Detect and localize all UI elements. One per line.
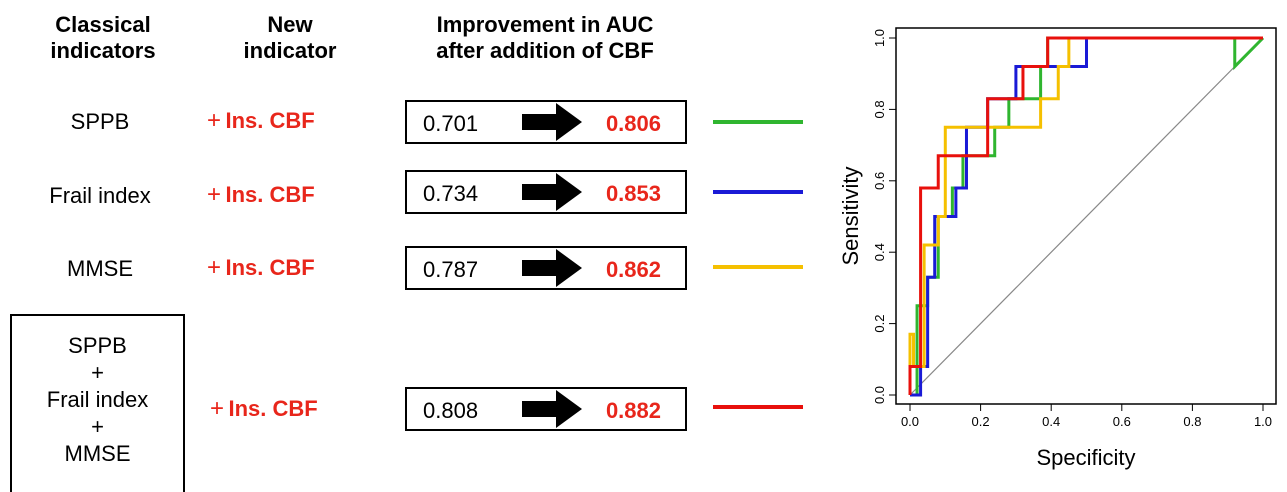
auc-box-row-2: 0.734 0.853 bbox=[405, 170, 687, 214]
x-tick-label: 0.4 bbox=[1042, 414, 1060, 429]
x-axis-label: Specificity bbox=[1036, 445, 1135, 470]
y-axis-label: Sensitivity bbox=[838, 166, 863, 265]
y-tick-label: 1.0 bbox=[872, 29, 887, 47]
x-tick-label: 1.0 bbox=[1254, 414, 1272, 429]
y-tick-label: 0.4 bbox=[872, 243, 887, 261]
y-tick-label: 0.0 bbox=[872, 386, 887, 404]
x-tick-label: 0.2 bbox=[972, 414, 990, 429]
auc-box-row-3: 0.787 0.862 bbox=[405, 246, 687, 290]
indicator-sppb: SPPB bbox=[70, 109, 130, 134]
combined-line-2: Frail index bbox=[46, 387, 149, 412]
new-indicator-label: Ins. CBF bbox=[225, 255, 315, 280]
legend-line-sppb bbox=[713, 120, 803, 124]
header-classical: Classical indicators bbox=[28, 12, 178, 64]
header-new: New indicator bbox=[225, 12, 355, 64]
header-new-line1: New bbox=[267, 12, 313, 37]
x-tick-label: 0.6 bbox=[1113, 414, 1131, 429]
plus-sign: + bbox=[207, 254, 222, 281]
x-tick-label: 0.0 bbox=[901, 414, 919, 429]
reference-diagonal bbox=[909, 37, 1264, 396]
roc-chart: 0.0 0.2 0.4 0.6 0.8 1.0 0.0 0.2 0.4 0.6 0.8 1.0 Spec… bbox=[838, 27, 1277, 470]
plot-frame bbox=[895, 27, 1277, 405]
auc-base: 0.734 bbox=[423, 181, 479, 206]
y-tick-label: 0.6 bbox=[872, 172, 887, 190]
legend-line-frail bbox=[713, 190, 803, 194]
indicator-mmse: MMSE bbox=[67, 256, 133, 281]
combined-plus-2: + bbox=[91, 414, 104, 439]
new-indicator-label: Ins. CBF bbox=[228, 396, 318, 421]
auc-improved: 0.862 bbox=[605, 257, 661, 282]
auc-improved: 0.882 bbox=[605, 398, 661, 423]
auc-base: 0.701 bbox=[423, 111, 479, 136]
new-indicator-row-2: + Ins. CBF bbox=[207, 181, 315, 209]
indicator-combined-box: SPPB + Frail index + MMSE bbox=[10, 314, 185, 492]
header-improvement: Improvement in AUC after addition of CBF bbox=[395, 12, 695, 64]
arrow-icon bbox=[522, 390, 582, 428]
plus-sign: + bbox=[210, 395, 225, 422]
auc-box-row-1: 0.701 0.806 bbox=[405, 100, 687, 144]
header-improvement-line2: after addition of CBF bbox=[436, 38, 654, 63]
auc-improved: 0.853 bbox=[605, 181, 661, 206]
plus-sign: + bbox=[207, 107, 222, 134]
y-tick-label: 0.8 bbox=[872, 100, 887, 118]
plus-sign: + bbox=[207, 181, 222, 208]
auc-base: 0.808 bbox=[423, 398, 479, 423]
header-improvement-line1: Improvement in AUC bbox=[436, 12, 654, 37]
new-indicator-label: Ins. CBF bbox=[225, 182, 315, 207]
header-classical-line1: Classical bbox=[55, 12, 151, 37]
auc-box-row-4: 0.808 0.882 bbox=[405, 387, 687, 431]
new-indicator-row-3: + Ins. CBF bbox=[207, 254, 315, 282]
arrow-icon bbox=[522, 103, 582, 141]
combined-line-1: SPPB bbox=[68, 333, 127, 358]
header-new-line2: indicator bbox=[243, 38, 337, 63]
combined-plus-1: + bbox=[91, 360, 104, 385]
new-indicator-label: Ins. CBF bbox=[225, 108, 315, 133]
arrow-icon bbox=[522, 173, 582, 211]
indicator-frail-index: Frail index bbox=[49, 183, 151, 208]
new-indicator-row-1: + Ins. CBF bbox=[207, 107, 315, 135]
combined-line-3: MMSE bbox=[64, 441, 131, 466]
y-tick-label: 0.2 bbox=[872, 315, 887, 333]
roc-curve-4 bbox=[908, 36, 1263, 395]
header-classical-line2: indicators bbox=[50, 38, 156, 63]
arrow-icon bbox=[522, 249, 582, 287]
auc-improved: 0.806 bbox=[605, 111, 661, 136]
auc-base: 0.787 bbox=[423, 257, 479, 282]
x-tick-label: 0.8 bbox=[1183, 414, 1201, 429]
new-indicator-row-4: + Ins. CBF bbox=[210, 395, 318, 423]
legend-line-combined bbox=[713, 405, 803, 409]
legend-line-mmse bbox=[713, 265, 803, 269]
